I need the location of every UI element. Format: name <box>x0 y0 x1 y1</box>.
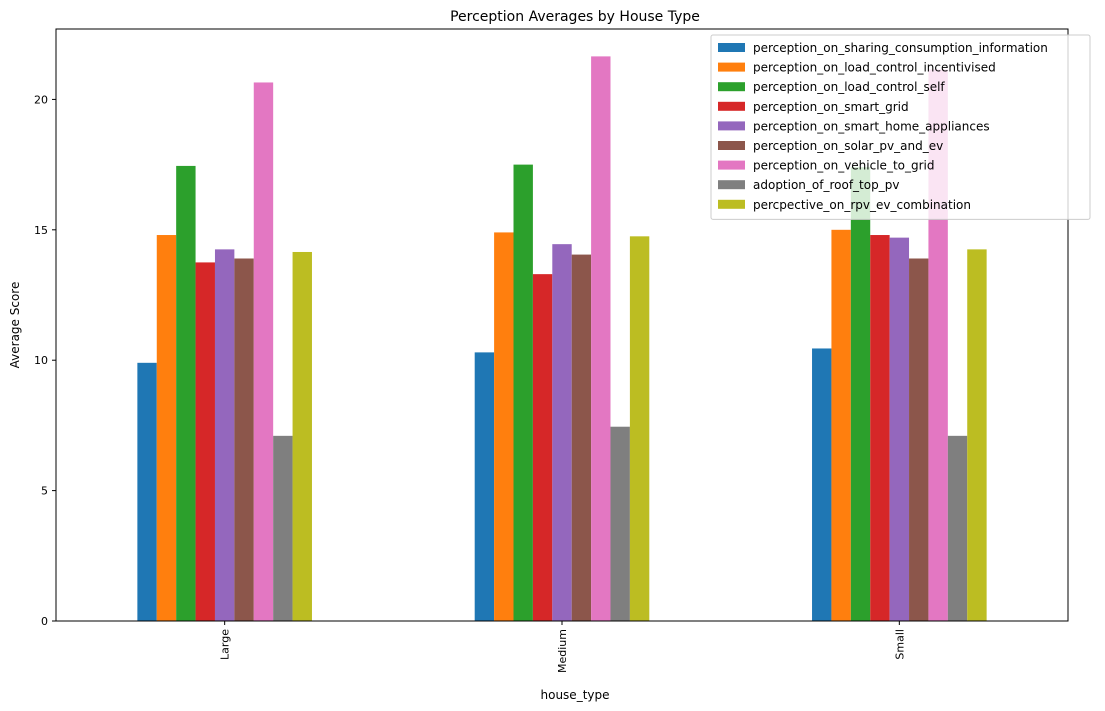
legend-swatch <box>718 160 745 170</box>
y-tick-label: 5 <box>41 485 48 498</box>
bar-small-6 <box>909 258 929 621</box>
bar-large-7 <box>253 82 274 622</box>
bar-large-1 <box>137 362 157 621</box>
bar-medium-6 <box>571 254 592 621</box>
bar-medium-9 <box>629 236 650 622</box>
legend-label: perception_on_vehicle_to_grid <box>753 159 935 173</box>
bar-medium-2 <box>494 232 514 621</box>
chart-title: Perception Averages by House Type <box>450 9 700 25</box>
legend-label: perception_on_sharing_consumption_inform… <box>753 41 1048 55</box>
x-tick-label: Medium <box>556 629 569 673</box>
legend-label: adoption_of_roof_top_pv <box>753 178 899 192</box>
legend-swatch <box>718 121 745 131</box>
bar-medium-1 <box>474 352 495 621</box>
legend-label: perception_on_load_control_self <box>753 80 945 94</box>
legend: perception_on_sharing_consumption_inform… <box>710 34 1091 220</box>
legend-label: perception_on_solar_pv_and_ev <box>753 139 943 153</box>
bar-small-4 <box>870 235 890 621</box>
legend-swatch <box>718 180 745 190</box>
bar-large-3 <box>176 165 196 621</box>
legend-swatch <box>718 141 745 150</box>
bar-small-5 <box>889 237 910 622</box>
bar-medium-7 <box>591 56 611 622</box>
x-tick-label: Small <box>893 629 906 660</box>
y-tick-label: 15 <box>34 224 48 237</box>
legend-swatch <box>718 82 745 92</box>
legend-label: perception_on_smart_home_appliances <box>753 119 990 133</box>
bar-large-6 <box>234 258 254 621</box>
plot-frame <box>55 28 1069 622</box>
legend-box <box>710 34 1091 220</box>
bar-medium-4 <box>532 274 553 621</box>
bar-large-5 <box>214 249 235 621</box>
y-axis: 0 5 10 15 20 <box>34 93 56 628</box>
y-axis-label: Average Score <box>8 282 22 369</box>
legend-label: percpective_on_rpv_ev_combination <box>753 198 971 212</box>
bar-medium-5 <box>552 244 572 622</box>
y-tick-label: 0 <box>41 615 48 628</box>
bar-medium-8 <box>610 426 630 621</box>
bar-large-4 <box>195 262 215 621</box>
bar-small-1 <box>812 348 832 621</box>
legend-swatch <box>718 43 745 52</box>
legend-label: perception_on_smart_grid <box>753 100 909 114</box>
bar-large-9 <box>292 251 312 621</box>
bar-small-9 <box>967 249 987 621</box>
bar-large-2 <box>156 235 177 621</box>
legend-label: perception_on_load_control_incentivised <box>753 61 996 75</box>
y-tick-label: 10 <box>34 354 48 367</box>
bar-small-8 <box>947 435 968 621</box>
legend-swatch <box>718 62 745 72</box>
x-tick-label: Large <box>219 629 232 660</box>
x-axis: Large Medium Small <box>219 621 906 673</box>
y-tick-label: 20 <box>34 93 48 106</box>
bar-small-2 <box>831 229 851 621</box>
bar-medium-3 <box>513 164 533 621</box>
bar-small-3 <box>850 167 871 621</box>
x-axis-label: house_type <box>541 688 610 702</box>
legend-swatch <box>718 199 745 209</box>
bar-large-8 <box>273 435 293 621</box>
legend-swatch <box>718 101 745 111</box>
